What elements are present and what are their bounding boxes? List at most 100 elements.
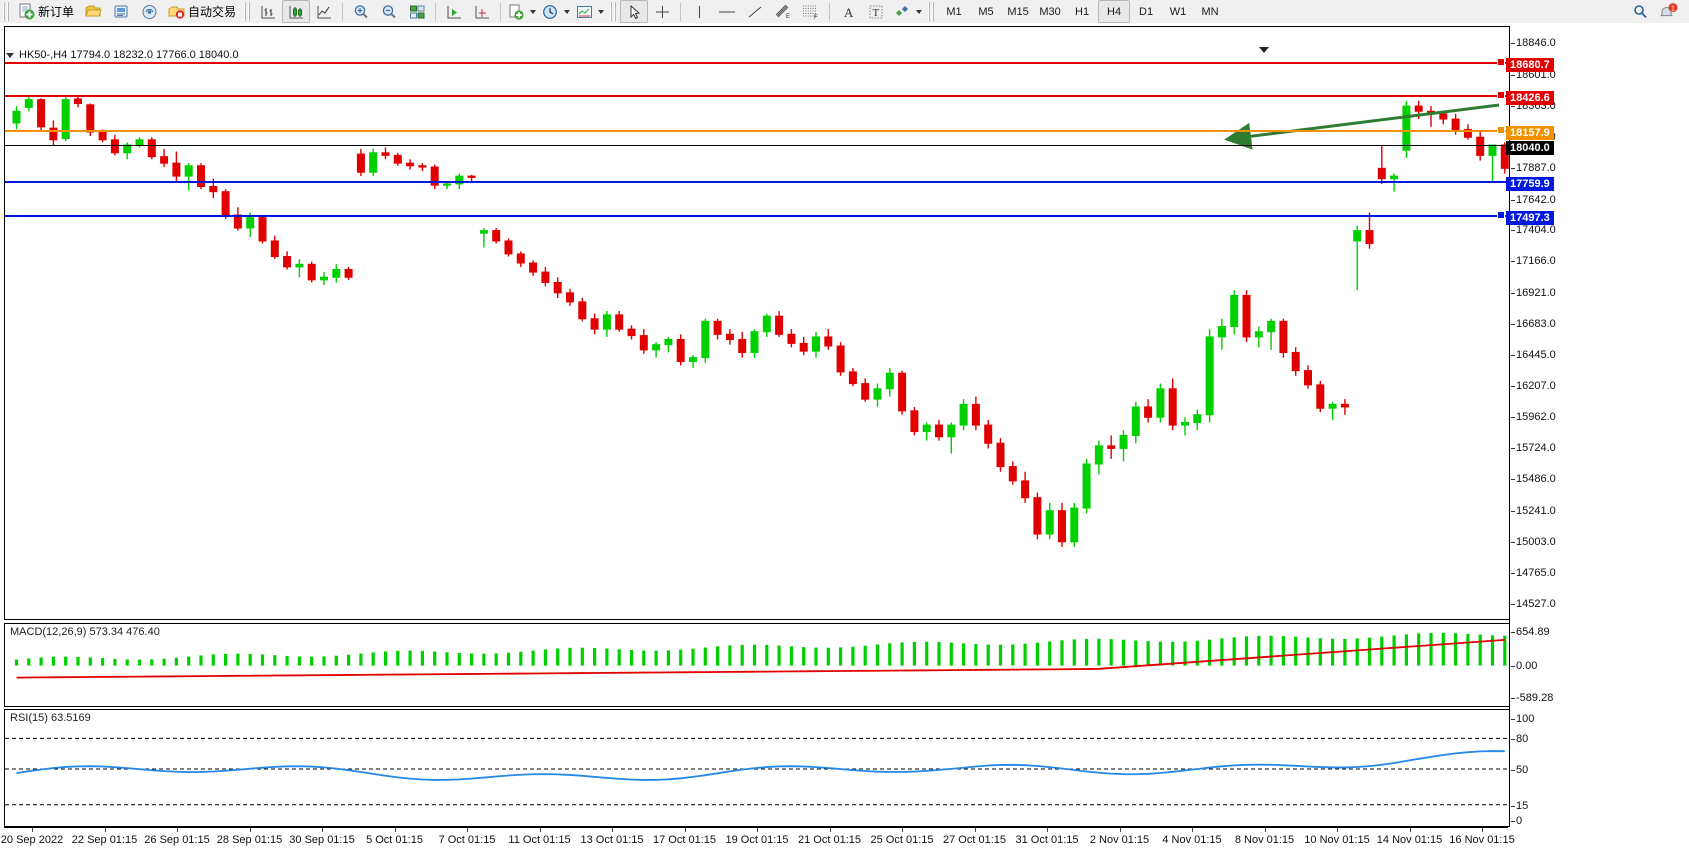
macd-histogram-bar xyxy=(740,644,744,666)
chevron-down-icon-4[interactable] xyxy=(916,9,923,14)
price-level-line[interactable] xyxy=(5,94,1507,97)
macd-label: MACD(12,26,9) 573.34 476.40 xyxy=(9,626,161,638)
macd-histogram-bar xyxy=(716,646,720,666)
bar-chart-icon xyxy=(261,5,275,18)
price-axis-tick: 17404.0 xyxy=(1511,224,1556,237)
candle-body xyxy=(12,110,21,124)
candlestick-chart-button[interactable] xyxy=(282,0,311,23)
price-level-line[interactable] xyxy=(5,129,1507,132)
text-button[interactable]: A xyxy=(834,0,862,23)
price-level-line[interactable] xyxy=(5,145,1507,146)
macd-histogram-bar xyxy=(974,644,978,666)
auto-trading-button[interactable]: 自动交易 xyxy=(163,0,241,23)
candle-body xyxy=(898,372,907,412)
candle-body xyxy=(824,336,833,347)
shapes-button[interactable] xyxy=(890,0,925,23)
period-button[interactable] xyxy=(539,0,573,23)
time-axis-tick-mark xyxy=(394,828,396,832)
bar-chart-button[interactable] xyxy=(254,0,282,23)
candle-body xyxy=(1279,320,1288,353)
news-button[interactable] xyxy=(107,0,135,23)
price-level-badge[interactable]: 18680.7 xyxy=(1506,57,1554,72)
candle-body xyxy=(1340,403,1349,408)
timeframe-h4[interactable]: H4 xyxy=(1098,0,1131,23)
macd-pane[interactable]: MACD(12,26,9) 573.34 476.40 xyxy=(4,623,1510,707)
time-axis-tick-mark xyxy=(1409,828,1411,832)
timeframe-h1[interactable]: H1 xyxy=(1066,0,1098,23)
candle-body xyxy=(221,191,230,216)
period-clock-icon xyxy=(543,4,557,19)
price-level-handle[interactable] xyxy=(1497,211,1505,220)
tile-windows-button[interactable] xyxy=(403,0,431,23)
price-level-badge[interactable]: 17759.9 xyxy=(1506,177,1554,192)
price-level-line[interactable] xyxy=(5,181,1507,184)
timeframe-w1[interactable]: W1 xyxy=(1162,0,1194,23)
macd-axis-tick: 0.00 xyxy=(1510,659,1538,672)
hline-button[interactable] xyxy=(713,0,741,23)
timeframe-d1[interactable]: D1 xyxy=(1130,0,1162,23)
candle-body xyxy=(197,165,205,187)
timeframe-m1[interactable]: M1 xyxy=(938,0,970,23)
notification-button[interactable]: 1 xyxy=(1655,0,1683,23)
trendline-button[interactable] xyxy=(741,0,769,23)
price-level-handle[interactable] xyxy=(1497,90,1505,99)
price-level-handle[interactable] xyxy=(1497,57,1505,66)
toolbar-separator-1 xyxy=(342,2,344,21)
candle-body xyxy=(504,240,513,255)
toolbar-grip-3[interactable] xyxy=(610,2,618,21)
templates-button[interactable] xyxy=(573,0,607,23)
price-level-badge[interactable]: 18426.6 xyxy=(1506,90,1554,105)
search-button[interactable] xyxy=(1627,0,1655,23)
time-axis[interactable]: 20 Sep 2022 22 Sep 01:15 26 Sep 01:15 28 Se… xyxy=(1,827,1515,854)
timeframe-m5[interactable]: M5 xyxy=(970,0,1002,23)
candle-body xyxy=(24,99,33,108)
rsi-axis-tick: 80 xyxy=(1510,733,1529,746)
line-chart-button[interactable] xyxy=(310,0,338,23)
notification-bell-icon: 1 xyxy=(1660,3,1678,17)
rsi-pane[interactable]: RSI(15) 63.5169 xyxy=(4,709,1510,827)
text-label-button[interactable]: T xyxy=(862,0,890,23)
price-level-line[interactable] xyxy=(5,61,1507,64)
timeframe-m15[interactable]: M15 xyxy=(1002,0,1034,23)
price-level-handle[interactable] xyxy=(1497,125,1505,134)
price-level-badge[interactable]: 17497.3 xyxy=(1506,211,1554,226)
time-axis-label: 21 Oct 01:15 xyxy=(798,834,861,846)
folder-button[interactable] xyxy=(79,0,107,23)
toolbar-grip-4[interactable] xyxy=(928,2,936,21)
candle-body xyxy=(1304,370,1312,386)
signal-button[interactable] xyxy=(135,0,163,23)
price-level-line[interactable] xyxy=(5,215,1507,218)
collapse-triangle-icon[interactable] xyxy=(6,52,14,58)
price-axis[interactable]: 18846.018601.018363.018125.017887.017642… xyxy=(1506,26,1686,827)
macd-histogram-bar xyxy=(1035,642,1039,666)
candle-body xyxy=(971,403,980,426)
vline-button[interactable] xyxy=(685,0,713,23)
zoom-in-button[interactable] xyxy=(347,0,375,23)
new-chart-button[interactable] xyxy=(505,0,539,23)
timeframe-mn[interactable]: MN xyxy=(1194,0,1226,23)
price-level-badge[interactable]: 18157.9 xyxy=(1506,125,1554,140)
cursor-button[interactable] xyxy=(620,0,649,23)
macd-histogram-bar xyxy=(150,659,154,666)
chevron-down-icon[interactable] xyxy=(530,9,537,14)
chart-shift-button[interactable] xyxy=(440,0,468,23)
rsi-plot xyxy=(5,737,1507,806)
crosshair-button[interactable] xyxy=(648,0,676,23)
zoom-out-button[interactable] xyxy=(375,0,403,23)
auto-scroll-button[interactable] xyxy=(468,0,496,23)
equidistant-channel-button[interactable]: E xyxy=(769,0,797,23)
macd-histogram-bar xyxy=(1146,641,1150,666)
price-level-badge[interactable]: 18040.0 xyxy=(1506,141,1554,155)
candle-body xyxy=(258,217,267,242)
toolbar-grip[interactable] xyxy=(3,2,10,21)
toolbar-grip-2[interactable] xyxy=(244,2,252,21)
fibonacci-button[interactable]: F xyxy=(797,0,825,23)
price-pane[interactable] xyxy=(4,26,1510,620)
chevron-down-icon-3[interactable] xyxy=(598,9,605,14)
trend-arrow-annotation[interactable] xyxy=(1224,103,1500,150)
chevron-down-icon-2[interactable] xyxy=(564,9,571,14)
new-order-button[interactable]: 新订单 xyxy=(13,0,79,23)
macd-histogram-bar xyxy=(1392,635,1396,666)
price-axis-tick: 17166.0 xyxy=(1511,255,1556,268)
timeframe-m30[interactable]: M30 xyxy=(1034,0,1066,23)
